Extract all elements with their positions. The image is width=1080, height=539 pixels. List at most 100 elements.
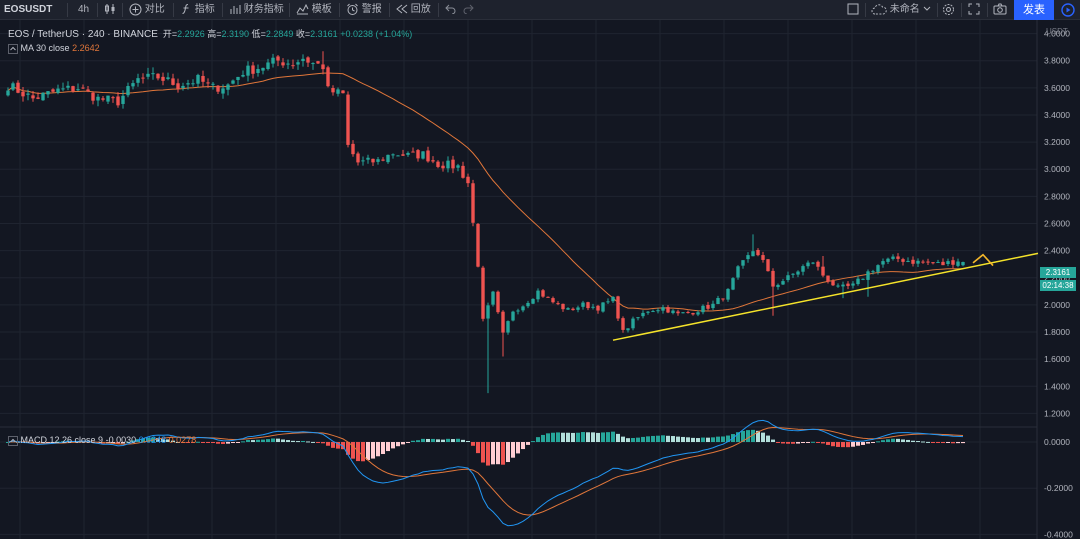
macd-histogram-bar [126,441,130,443]
alerts-label: 警报 [361,4,382,15]
publish-button[interactable]: 发表 [1014,0,1054,20]
macd-histogram-bar [286,440,290,443]
candle-body [541,290,545,297]
macd-histogram-bar [601,432,605,443]
macd-histogram-bar [111,442,115,444]
rewind-icon [396,4,408,14]
price-tick-label: 3.2000 [1044,137,1070,147]
macd-histogram-bar [771,439,775,443]
macd-histogram-bar [891,438,895,443]
fullscreen-frame-button[interactable] [847,0,859,20]
undo-button[interactable] [445,0,456,20]
candle-body [131,83,135,87]
candle-body [936,261,940,263]
ma-value: 2.2642 [72,43,100,53]
layout-name-button[interactable]: 未命名 [871,0,931,20]
macd-histogram-bar [756,430,760,443]
macd-histogram-bar [641,436,645,443]
candle-body [411,151,415,153]
chevron-up-icon[interactable] [8,435,18,446]
symbol-title: EOS / TetherUS · 240 · BINANCE [8,29,158,40]
candle-body [686,312,690,314]
plus-circle-icon [129,3,142,16]
candle-body [666,307,670,313]
template-icon [296,4,309,15]
candle-body [596,305,600,311]
macd-histogram-bar [161,439,165,443]
macd-histogram-bar [16,441,20,443]
symbol-search[interactable]: EOSUSDT [4,4,53,15]
candle-body [146,73,150,77]
macd-histogram-bar [416,440,420,443]
financials-button[interactable]: 财务指标 [229,0,284,20]
candle-body [511,311,515,321]
macd-histogram-bar [916,441,920,443]
macd-histogram-bar [466,440,470,443]
candle-body [646,311,650,313]
macd-histogram-bar [926,441,930,443]
macd-histogram-bar [281,439,285,443]
macd-histogram-bar [606,432,610,443]
macd-histogram-bar [121,442,125,444]
macd-histogram-bar [796,442,800,444]
candle-body [691,313,695,315]
macd-histogram-bar [431,438,435,443]
candle-body [476,223,480,267]
indicators-button[interactable]: 指标 [180,0,215,20]
alerts-button[interactable]: 警报 [346,0,382,20]
candle-body [86,89,90,92]
candle-body [951,260,955,265]
macd-histogram-bar [816,442,820,444]
bar-chart-icon [230,5,241,15]
candle-body [851,283,855,286]
trendline[interactable] [612,252,1039,341]
replay-button[interactable]: 回放 [396,0,431,20]
macd-histogram-bar [886,439,890,443]
interval-button[interactable]: 4h [78,4,90,15]
candle-body [631,318,635,329]
function-icon [182,4,189,15]
price-tick-label: 1.4000 [1044,381,1070,391]
candle-body [96,96,100,101]
candle-body [346,94,350,145]
candle-body [571,308,575,311]
price-tick-label: 4.0000 [1044,29,1070,39]
settings-button[interactable] [942,0,955,20]
candle-body [876,265,880,272]
chart-type-button[interactable] [104,0,116,20]
compare-button[interactable]: 对比 [129,0,165,20]
macd-histogram-bar [741,430,745,443]
fullscreen-button[interactable] [968,0,980,20]
macd-histogram-bar [596,432,600,443]
change-value: +0.0238 (+1.04%) [340,29,413,39]
macd-histogram-bar [806,442,810,444]
ma-legend[interactable]: MA 30 close 2.2642 [8,43,100,54]
templates-button[interactable]: 模板 [296,0,332,20]
toolbar-separator [937,3,938,17]
macd-line [7,419,964,527]
candle-body [66,85,70,88]
candle-body [601,302,605,312]
snapshot-button[interactable] [993,0,1007,20]
macd-legend[interactable]: MACD 12 26 close 9 -0.0030 0.0248 0.0278 [8,435,196,446]
macd-histogram-bar [256,439,260,443]
macd-histogram-bar [226,442,230,444]
candle-body [946,261,950,265]
redo-button[interactable] [463,0,474,20]
candle-body [701,305,705,313]
open-value: 2.2926 [177,29,205,39]
macd-histogram-bar [521,442,525,450]
candle-body [71,86,75,92]
play-button[interactable] [1056,0,1080,20]
macd-histogram-bar [536,437,540,443]
high-value: 2.3190 [221,29,250,39]
macd-histogram-bar [381,442,385,454]
price-chart[interactable]: 1.20001.40001.60001.80002.00002.20002.40… [0,20,1080,539]
macd-histogram-bar [266,439,270,443]
macd-histogram-bar [471,442,475,446]
macd-histogram-bar [506,442,510,463]
price-tick-label: 3.8000 [1044,56,1070,66]
chevron-up-icon[interactable] [8,43,18,54]
toolbar-separator [339,3,340,17]
price-tick-label: 3.6000 [1044,83,1070,93]
